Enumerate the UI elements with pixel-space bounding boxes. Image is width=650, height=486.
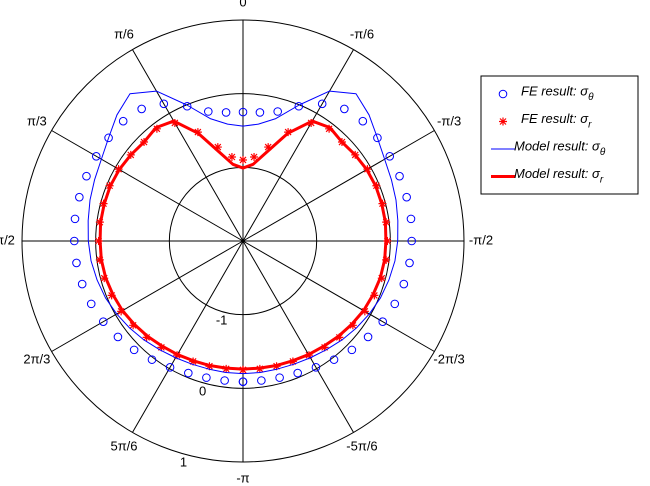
angle-tick-label: -π/2 xyxy=(469,232,493,247)
marker xyxy=(118,116,128,126)
marker xyxy=(399,279,409,289)
marker xyxy=(273,107,283,116)
marker xyxy=(221,108,231,117)
spoke xyxy=(242,130,435,242)
legend: FE result: σθ FE result: σr Model result: … xyxy=(480,75,639,195)
angle-tick-label: -π xyxy=(236,470,249,485)
r-tick-label: 0 xyxy=(199,383,206,398)
marker xyxy=(385,151,395,161)
marker xyxy=(294,101,304,111)
spoke xyxy=(242,240,354,433)
marker xyxy=(378,317,388,326)
marker xyxy=(347,345,357,355)
marker xyxy=(182,101,192,111)
angle-tick-label: -π/3 xyxy=(437,113,461,128)
spoke xyxy=(51,240,244,352)
marker xyxy=(104,133,113,143)
angle-tick-label: 2π/3 xyxy=(23,351,50,366)
angle-tick-label: π/6 xyxy=(114,26,134,41)
series-line xyxy=(98,119,388,371)
marker xyxy=(373,133,382,143)
marker xyxy=(238,107,248,117)
angle-tick-label: 5π/6 xyxy=(110,439,137,454)
marker xyxy=(70,236,79,246)
spoke xyxy=(242,49,354,242)
marker xyxy=(264,143,273,152)
marker xyxy=(317,99,327,109)
marker xyxy=(238,377,248,387)
marker xyxy=(184,368,193,378)
angle-tick-label: 0 xyxy=(239,0,246,9)
r-tick-label: 1 xyxy=(180,455,187,470)
marker xyxy=(340,104,349,114)
marker xyxy=(293,368,302,378)
angle-tick-label: π/2 xyxy=(0,232,15,247)
marker xyxy=(390,299,400,309)
marker xyxy=(213,143,222,152)
marker xyxy=(358,116,368,126)
marker xyxy=(275,373,284,382)
marker xyxy=(363,332,373,342)
series-line xyxy=(87,90,399,375)
marker xyxy=(98,317,108,326)
angle-tick-label: -2π/3 xyxy=(433,351,464,366)
marker xyxy=(165,363,175,372)
angle-tick-label: π/3 xyxy=(27,113,47,128)
marker xyxy=(239,365,248,374)
spoke xyxy=(132,49,244,242)
legend-label: FE result: σr xyxy=(521,111,592,130)
marker xyxy=(202,373,211,382)
marker xyxy=(395,171,404,181)
marker xyxy=(239,155,247,164)
spoke xyxy=(242,240,435,352)
spoke xyxy=(132,240,244,433)
marker xyxy=(70,214,80,224)
marker xyxy=(498,89,508,99)
marker xyxy=(82,171,91,181)
legend-label: Model result: σθ xyxy=(514,138,606,157)
legend-box xyxy=(480,75,639,195)
angle-tick-label: -π/6 xyxy=(350,26,374,41)
marker xyxy=(72,258,81,268)
marker xyxy=(402,192,411,202)
marker xyxy=(405,258,414,268)
marker xyxy=(255,108,265,117)
marker xyxy=(113,332,123,342)
marker xyxy=(137,104,146,114)
marker xyxy=(406,214,416,224)
marker xyxy=(227,153,236,162)
marker xyxy=(220,376,229,385)
marker xyxy=(86,299,96,309)
legend-label: Model result: σr xyxy=(514,166,604,185)
angle-tick-label: -5π/6 xyxy=(346,439,377,454)
spoke xyxy=(51,130,244,242)
legend-label: FE result: σθ xyxy=(521,83,594,102)
marker xyxy=(77,279,87,289)
marker xyxy=(499,117,507,126)
marker xyxy=(91,151,101,161)
marker xyxy=(147,355,157,364)
marker xyxy=(129,345,139,355)
marker xyxy=(311,363,321,372)
marker xyxy=(159,99,169,109)
r-tick-label: -1 xyxy=(216,312,228,327)
marker xyxy=(75,192,84,202)
marker xyxy=(329,355,339,364)
marker xyxy=(257,376,266,385)
marker xyxy=(203,107,213,116)
marker xyxy=(250,153,259,162)
marker xyxy=(407,236,416,246)
